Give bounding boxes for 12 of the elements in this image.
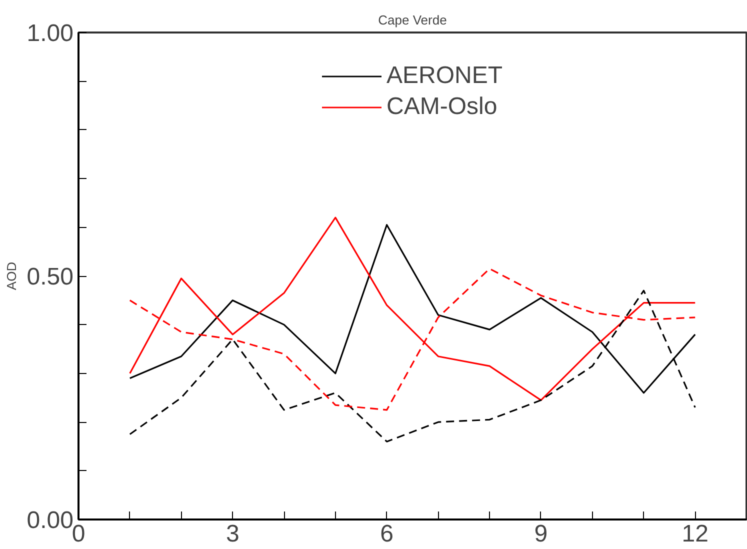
x-tick-label: 9 [534,520,548,548]
x-tick-label: 12 [682,520,708,548]
y-tick-label: 1.00 [26,20,74,47]
x-tick-label: 6 [380,520,394,548]
x-tick-label: 3 [226,520,240,548]
y-tick-label: 0.00 [26,507,74,534]
chart-title: Cape Verde [378,12,447,28]
y-axis-title: AOD [4,262,19,290]
legend-label: CAM-Oslo [386,93,498,121]
legend-label: AERONET [386,62,503,90]
x-tick-label: 0 [72,520,86,548]
y-tick-label: 0.50 [26,264,74,290]
